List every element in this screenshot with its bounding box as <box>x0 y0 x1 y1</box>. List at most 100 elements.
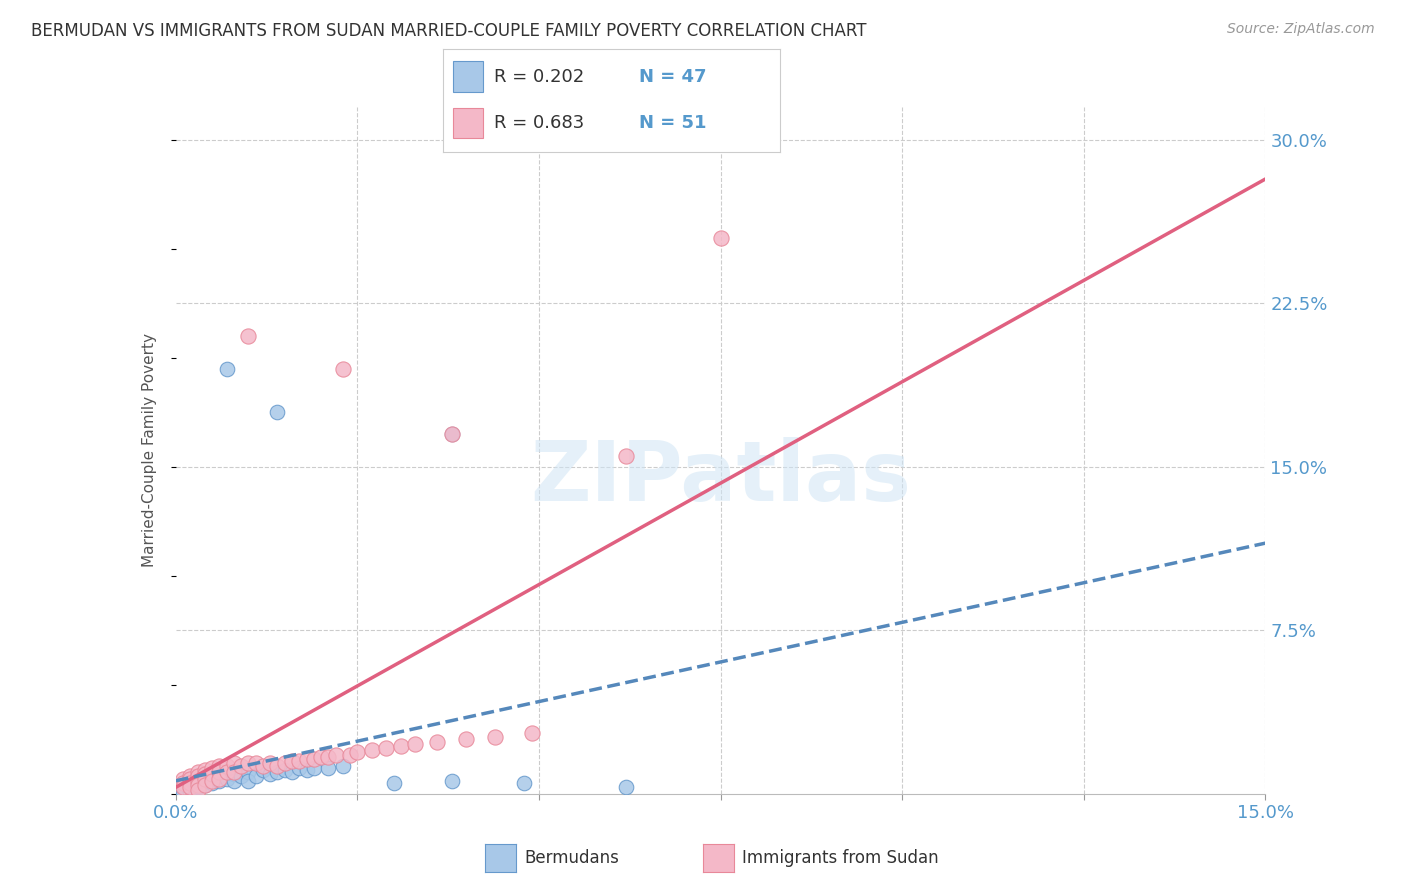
Point <box>281 765 304 780</box>
Point <box>252 758 274 772</box>
Point <box>194 772 217 786</box>
FancyBboxPatch shape <box>453 62 484 92</box>
Point <box>382 776 405 790</box>
Point <box>186 778 209 792</box>
Point <box>179 778 201 792</box>
Point <box>456 732 478 747</box>
Point <box>172 776 194 790</box>
Point <box>201 776 224 790</box>
Point <box>172 776 194 790</box>
Text: R = 0.683: R = 0.683 <box>494 114 600 132</box>
Point <box>194 778 217 792</box>
Point <box>274 756 297 771</box>
Text: R = 0.202: R = 0.202 <box>494 68 600 86</box>
Point <box>201 773 224 788</box>
Point <box>172 778 194 792</box>
Point <box>179 785 201 799</box>
Point <box>513 776 536 790</box>
Point <box>238 329 260 343</box>
Point <box>288 754 311 768</box>
Point <box>266 405 288 419</box>
Point <box>318 761 340 775</box>
Point <box>179 773 201 788</box>
Point <box>614 780 637 795</box>
Point <box>201 767 224 781</box>
Point <box>201 772 224 786</box>
Point <box>520 726 543 740</box>
Point <box>274 763 297 777</box>
Point <box>201 767 224 781</box>
Point <box>245 756 267 771</box>
Point <box>172 772 194 786</box>
Point <box>710 231 733 245</box>
Point <box>208 769 231 783</box>
Point <box>186 769 209 783</box>
Point <box>208 758 231 772</box>
FancyBboxPatch shape <box>453 108 484 138</box>
Point <box>360 743 382 757</box>
Point <box>186 776 209 790</box>
Point <box>231 769 253 783</box>
Point <box>309 749 332 764</box>
Point <box>179 772 201 786</box>
Point <box>179 776 201 790</box>
Point <box>295 752 318 766</box>
Point <box>215 765 238 780</box>
Point <box>302 752 325 766</box>
Point <box>215 361 238 376</box>
Point <box>389 739 412 753</box>
Point <box>172 785 194 799</box>
Point <box>179 776 201 790</box>
Point <box>201 761 224 775</box>
Point <box>375 741 398 756</box>
Text: N = 51: N = 51 <box>638 114 706 132</box>
Point <box>238 756 260 771</box>
Point <box>186 773 209 788</box>
Point <box>266 758 288 772</box>
Point <box>194 769 217 783</box>
Point <box>179 780 201 795</box>
Point <box>194 772 217 786</box>
Point <box>179 782 201 797</box>
Point <box>215 758 238 772</box>
Point <box>332 758 354 772</box>
Point <box>179 780 201 795</box>
Point <box>281 754 304 768</box>
Point <box>186 772 209 786</box>
Point <box>426 734 449 748</box>
Point <box>238 773 260 788</box>
Point <box>186 782 209 797</box>
Point <box>186 778 209 792</box>
Point <box>332 361 354 376</box>
Text: Source: ZipAtlas.com: Source: ZipAtlas.com <box>1227 22 1375 37</box>
Point <box>194 773 217 788</box>
Point <box>222 767 245 781</box>
Point <box>231 758 253 772</box>
Text: Immigrants from Sudan: Immigrants from Sudan <box>742 849 939 867</box>
Point <box>215 765 238 780</box>
Point <box>339 747 361 762</box>
Point <box>325 747 347 762</box>
Point <box>259 756 281 771</box>
Point <box>208 773 231 788</box>
Text: Bermudans: Bermudans <box>524 849 619 867</box>
Point <box>318 749 340 764</box>
Text: N = 47: N = 47 <box>638 68 706 86</box>
Text: ZIPatlas: ZIPatlas <box>530 437 911 518</box>
Point <box>346 746 368 760</box>
Point <box>222 756 245 771</box>
Point <box>215 772 238 786</box>
Point <box>440 427 463 442</box>
Point <box>186 773 209 788</box>
Point <box>222 765 245 780</box>
Point <box>172 780 194 795</box>
Point <box>405 737 427 751</box>
Point <box>440 773 463 788</box>
Point <box>245 769 267 783</box>
Point <box>172 780 194 795</box>
Point <box>259 767 281 781</box>
Point <box>194 767 217 781</box>
Point <box>208 772 231 786</box>
Point <box>194 763 217 777</box>
Point <box>186 765 209 780</box>
